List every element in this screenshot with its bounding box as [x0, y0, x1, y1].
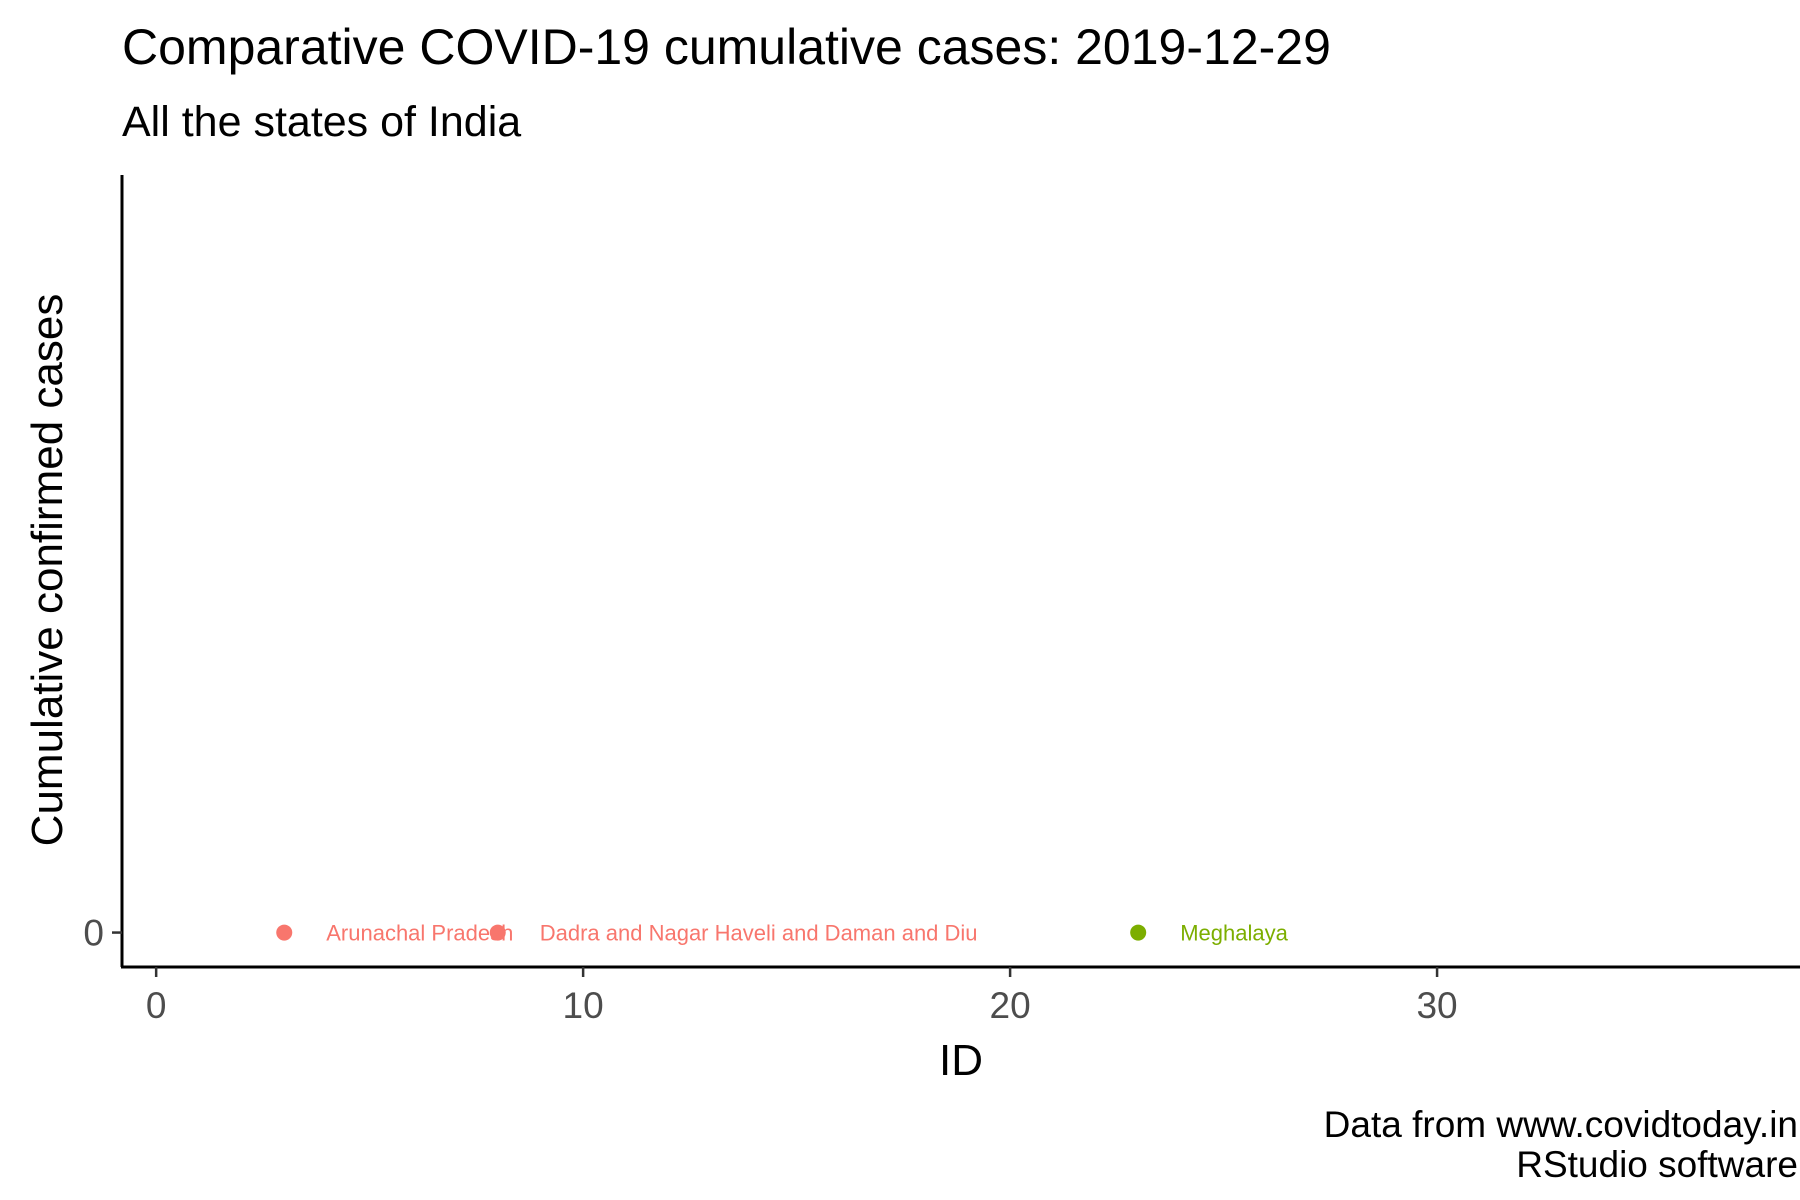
x-axis-ticks: 0 10 20 30 [146, 967, 1458, 1026]
y-axis-ticks: 0 [83, 913, 122, 954]
data-points [276, 924, 1147, 941]
caption-line-1: Data from www.covidtoday.in [1323, 1104, 1798, 1145]
data-point-label: Dadra and Nagar Haveli and Daman and Diu [540, 921, 978, 946]
chart-title: Comparative COVID-19 cumulative cases: 2… [122, 19, 1331, 75]
x-tick-label: 0 [146, 985, 167, 1026]
data-point [489, 924, 506, 941]
y-axis-title: Cumulative confirmed cases [23, 294, 72, 847]
data-point [276, 924, 293, 941]
x-tick-label: 30 [1416, 985, 1457, 1026]
x-axis-title: ID [939, 1036, 983, 1085]
data-point [1130, 924, 1147, 941]
data-point-label: Meghalaya [1180, 921, 1288, 946]
data-point-label: Arunachal Pradesh [326, 921, 513, 946]
chart-subtitle: All the states of India [122, 98, 522, 146]
caption-line-2: RStudio software [1516, 1144, 1798, 1185]
point-labels: Arunachal Pradesh Dadra and Nagar Haveli … [326, 921, 1288, 946]
x-tick-label: 20 [990, 985, 1031, 1026]
x-tick-label: 10 [563, 985, 604, 1026]
y-tick-label: 0 [83, 913, 104, 954]
